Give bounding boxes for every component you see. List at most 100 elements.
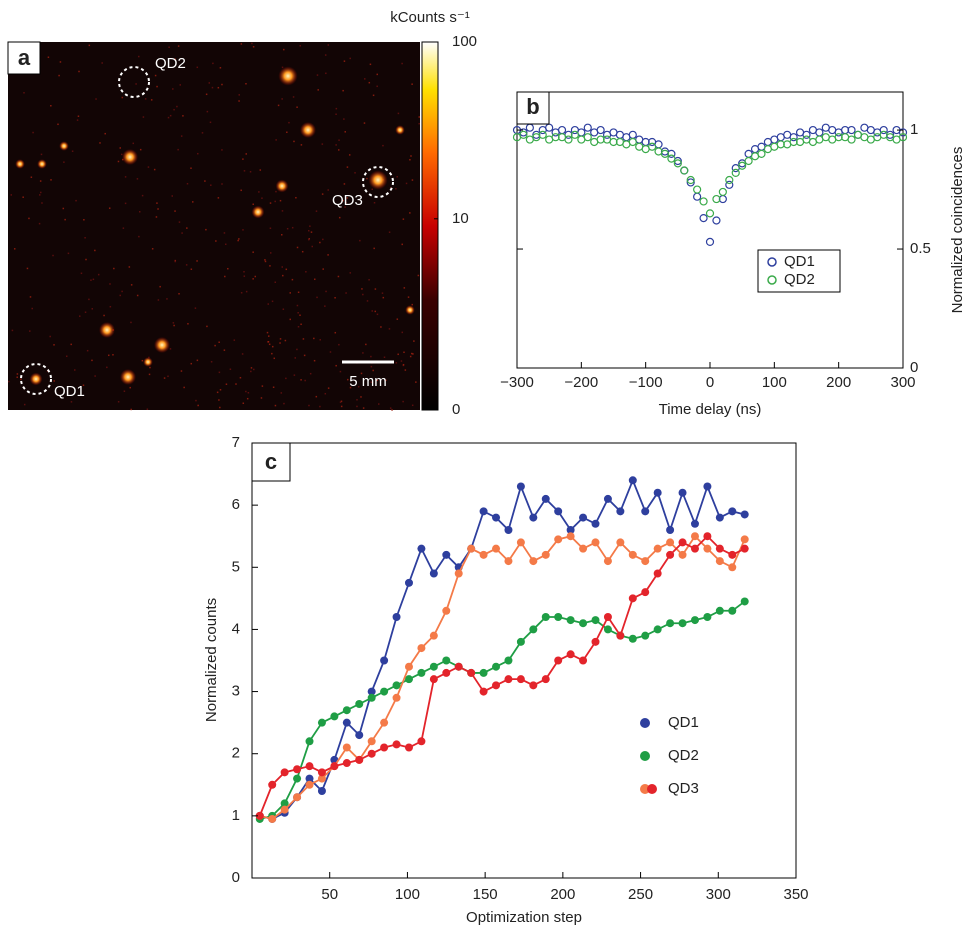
point [848,136,855,143]
speckle [48,57,50,59]
point [700,215,707,222]
speckle [30,296,32,298]
speckle [304,355,306,357]
speckle [383,297,385,299]
point [355,700,363,708]
speckle [186,227,188,229]
speckle [314,279,316,281]
point [641,588,649,596]
point [679,551,687,559]
speckle [316,210,318,212]
speckle [159,286,161,288]
speckle [317,89,319,91]
speckle [20,379,22,381]
point [691,616,699,624]
speckle [382,145,384,147]
speckle [79,315,81,317]
point [529,514,537,522]
colorbar-tick-label: 100 [452,33,477,50]
speckle [405,369,407,371]
speckle [118,401,120,403]
point [597,127,604,134]
point [554,613,562,621]
point [567,532,575,540]
speckle [52,255,54,257]
y-axis-label: Normalized coincidences [949,147,966,314]
speckle [177,149,179,151]
point [380,744,388,752]
speckle [389,231,391,233]
speckle [252,251,254,253]
x-tick-label: 300 [706,886,731,903]
point [268,781,276,789]
speckle [281,392,283,394]
speckle [316,396,318,398]
speckle [166,298,168,300]
speckle [118,161,120,163]
speckle [293,96,295,98]
point [579,619,587,627]
point [517,675,525,683]
speckle [147,408,149,410]
speckle [374,202,376,204]
speckle [167,376,169,378]
point [343,744,351,752]
speckle [92,308,94,310]
speckle [243,403,245,405]
speckle [360,396,362,398]
speckle [296,349,298,351]
speckle [225,244,227,246]
speckle [401,244,403,246]
speckle [308,239,310,241]
point [703,545,711,553]
speckle [8,381,10,383]
speckle [103,315,105,317]
point [641,507,649,515]
panel-c: c Optimization step Normalized counts [203,443,796,926]
speckle [411,304,413,306]
speckle [370,64,372,66]
x-tick-label: 250 [628,886,653,903]
point [668,155,675,162]
point [716,607,724,615]
speckle [206,326,208,328]
point [492,545,500,553]
point [542,495,550,503]
point [293,765,301,773]
speckle [294,357,296,359]
x-tick-label: 50 [321,886,338,903]
speckle [191,363,193,365]
point [579,514,587,522]
point [293,793,301,801]
speckle [218,399,220,401]
x-tick-label: 100 [395,886,420,903]
speckle [158,299,160,301]
speckle [88,299,90,301]
speckle [347,166,349,168]
speckle [168,47,170,49]
speckle [409,159,411,161]
speckle [280,200,282,202]
speckle [63,208,65,210]
speckle [81,273,83,275]
speckle [283,308,285,310]
speckle [258,191,260,193]
x-axis-label: Optimization step [466,909,582,926]
speckle [283,49,285,51]
point [691,520,699,528]
speckle [125,176,127,178]
speckle [238,100,240,102]
colorbar-label: kCounts s⁻¹ [390,9,470,26]
speckle [375,311,377,313]
speckle [292,227,294,229]
legend-label: QD2 [668,747,699,764]
speckle [328,387,330,389]
point [517,483,525,491]
speckle [327,189,329,191]
speckle [197,405,199,407]
speckle [93,279,95,281]
speckle [268,335,270,337]
speckle [371,366,373,368]
speckle [270,202,272,204]
legend-marker [640,751,650,761]
